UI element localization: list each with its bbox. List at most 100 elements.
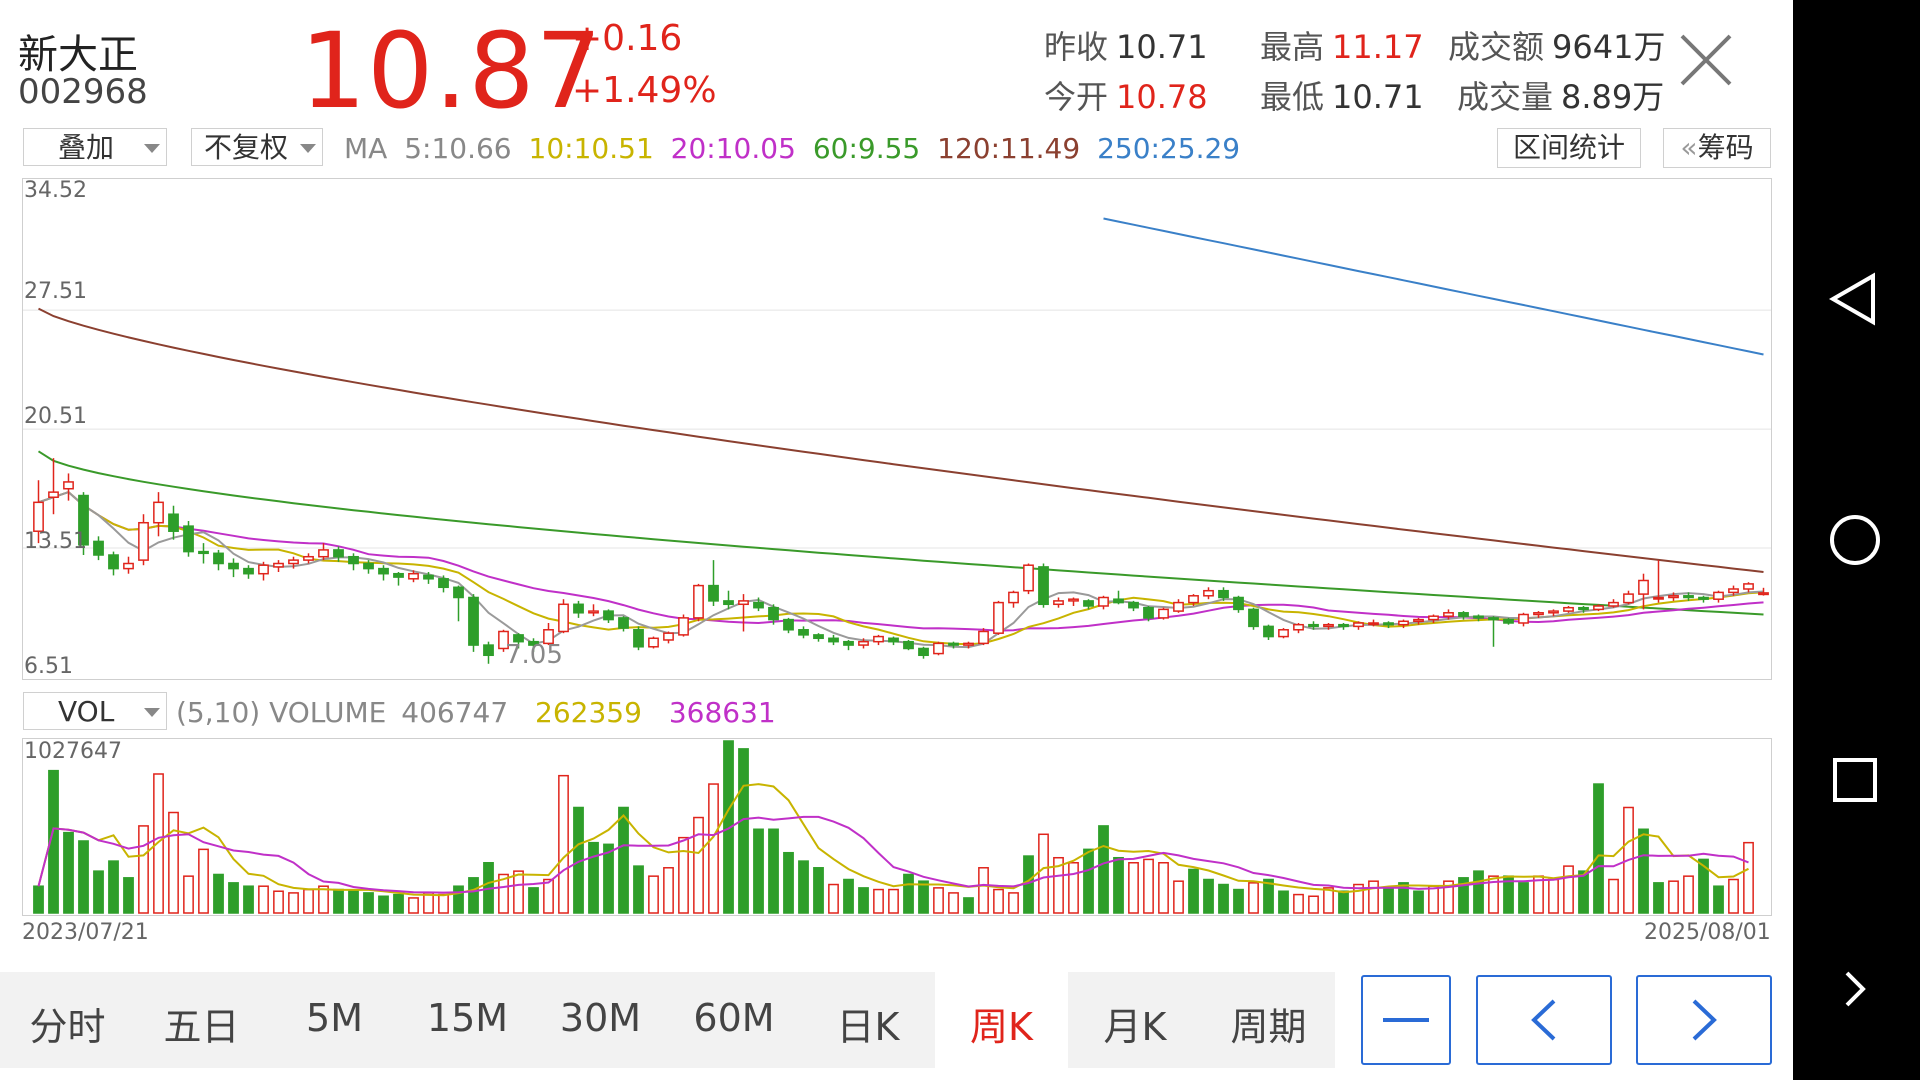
candle — [873, 634, 884, 646]
volume-bar — [708, 783, 719, 914]
candle — [1623, 590, 1634, 605]
candle-body — [1368, 622, 1379, 626]
volume-bar — [33, 885, 44, 914]
tab-weekly-k[interactable]: 周K — [970, 1005, 1033, 1049]
candle — [1203, 587, 1214, 600]
tab-monthly-k[interactable]: 月K — [1103, 1005, 1167, 1049]
tab-60m[interactable]: 60M — [693, 996, 775, 1040]
candle — [1278, 628, 1289, 639]
close-icon — [1680, 34, 1732, 86]
volume-bar — [513, 870, 524, 914]
ma250-value: 250:25.29 — [1097, 132, 1241, 165]
candle-body — [348, 555, 359, 565]
zoom-out-button[interactable] — [1361, 975, 1451, 1065]
tab-15m[interactable]: 15M — [426, 996, 509, 1040]
volume-bar — [48, 769, 59, 914]
candle — [1728, 585, 1739, 596]
high-price: 最高 11.17 — [1260, 22, 1424, 68]
candle — [1038, 563, 1049, 608]
double-chevron-left-icon: « — [1680, 131, 1698, 164]
scroll-right-button[interactable] — [1636, 975, 1772, 1065]
candle — [828, 634, 839, 646]
volume-bar — [663, 867, 674, 914]
tab-daily-k[interactable]: 日K — [836, 1005, 900, 1049]
volume-bar — [288, 892, 299, 914]
candle-body — [663, 632, 674, 641]
candle — [858, 638, 869, 649]
volume-bar — [333, 888, 344, 914]
volume-bar — [63, 831, 74, 914]
candle-body — [978, 630, 989, 645]
candle-body — [1308, 623, 1319, 628]
prev-close: 昨收 10.71 — [1044, 22, 1208, 68]
volume-bar — [258, 885, 269, 914]
expand-chevron-icon[interactable] — [1845, 971, 1866, 1007]
open-value: 10.78 — [1116, 78, 1208, 116]
volume-bar — [1203, 878, 1214, 914]
candle-body — [648, 637, 659, 648]
candle-body — [393, 572, 404, 578]
close-button[interactable] — [1676, 30, 1736, 90]
volume-bar — [498, 873, 509, 914]
candle-body — [1638, 579, 1649, 595]
volume-bar — [1218, 883, 1229, 914]
kline-chart[interactable] — [22, 178, 1772, 680]
volume-bar — [978, 867, 989, 914]
candle-body — [1383, 622, 1394, 626]
indicator-select[interactable]: VOL — [23, 692, 167, 730]
candle-body — [213, 552, 224, 565]
volume-bar — [933, 887, 944, 914]
candle — [1638, 573, 1649, 610]
candle — [1068, 597, 1079, 606]
candle — [1398, 619, 1409, 629]
candle — [1023, 563, 1034, 595]
candle — [48, 458, 59, 515]
candle — [348, 553, 359, 571]
candle-body — [63, 481, 74, 490]
candle-body — [1518, 613, 1529, 624]
adjust-select[interactable]: 不复权 — [191, 128, 323, 166]
tab-period[interactable]: 周期 — [1230, 1005, 1307, 1049]
overlay-select[interactable]: 叠加 — [23, 128, 167, 166]
high-label: 最高 — [1260, 28, 1325, 66]
volume-bar — [78, 840, 89, 914]
low-value: 10.71 — [1332, 78, 1424, 116]
candle-body — [78, 494, 89, 546]
home-icon[interactable] — [1830, 515, 1880, 565]
recents-icon[interactable] — [1833, 758, 1877, 802]
candle-body — [888, 637, 899, 643]
tab-30m[interactable]: 30M — [559, 996, 642, 1040]
chips-button[interactable]: «筹码 — [1663, 128, 1771, 168]
volume-current: 406747 — [401, 696, 509, 729]
volume-ma10-line — [37, 815, 1749, 894]
candle-body — [1623, 593, 1634, 604]
back-icon[interactable] — [1828, 272, 1875, 326]
scroll-left-button[interactable] — [1476, 975, 1612, 1065]
candle — [513, 633, 524, 649]
candle-body — [1578, 606, 1589, 611]
candle-body — [1593, 605, 1604, 611]
volume-chart[interactable] — [22, 738, 1772, 916]
tab-timeshare[interactable]: 分时 — [29, 1005, 106, 1049]
candle — [138, 514, 149, 566]
tab-5m[interactable]: 5M — [306, 996, 363, 1040]
candle-body — [1398, 620, 1409, 626]
open-label: 今开 — [1044, 78, 1109, 116]
candle-body — [123, 562, 134, 570]
candle — [1128, 600, 1139, 612]
chips-button-label: 筹码 — [1697, 131, 1754, 164]
volume-legend: (5,10) VOLUME 406747 262359 368631 — [176, 696, 776, 729]
candle — [1173, 599, 1184, 613]
candle-body — [438, 578, 449, 589]
tab-five-day[interactable]: 五日 — [163, 1005, 240, 1049]
candle-body — [288, 559, 299, 565]
candle-body — [1038, 566, 1049, 606]
candle-body — [693, 584, 704, 619]
range-stats-button[interactable]: 区间统计 — [1497, 128, 1641, 168]
candle — [33, 480, 44, 544]
candle-body — [588, 610, 599, 614]
candle-body — [273, 562, 284, 568]
volume-bar — [213, 873, 224, 914]
candle — [1488, 616, 1499, 647]
candle — [1233, 595, 1244, 613]
